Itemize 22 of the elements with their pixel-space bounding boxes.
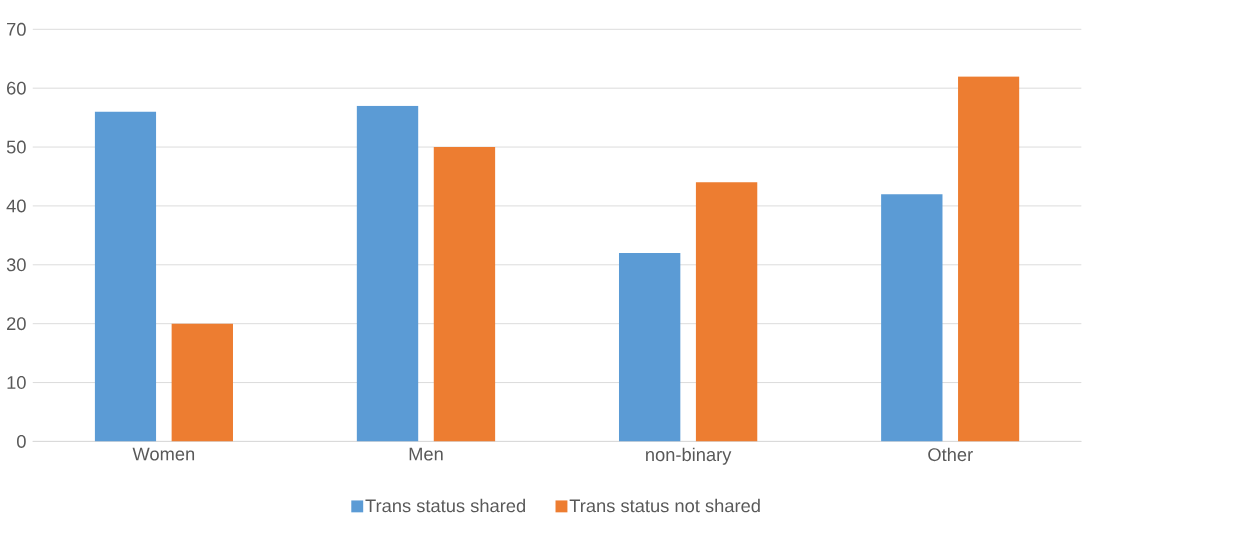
y-tick-label: 40 — [6, 199, 26, 213]
bar — [695, 182, 758, 442]
legend-label: Trans status shared — [365, 498, 526, 513]
bar — [433, 147, 496, 442]
y-tick-label: 70 — [7, 22, 26, 36]
bar — [618, 253, 681, 442]
y-tick-label: 60 — [7, 81, 26, 95]
x-tick-label: Men — [409, 447, 443, 461]
x-tick-label: Other — [928, 447, 973, 462]
y-tick-label: 0 — [17, 434, 26, 448]
x-tick-label: non-binary — [646, 447, 732, 465]
y-tick-label: 50 — [6, 140, 26, 154]
x-tick-label: Women — [132, 447, 195, 461]
y-tick-label: 30 — [6, 258, 26, 272]
bar — [94, 111, 157, 442]
legend-label: Trans status not shared — [569, 498, 760, 513]
y-tick-label: 20 — [7, 317, 26, 331]
bar — [171, 323, 233, 442]
bar — [356, 105, 419, 442]
y-tick-label: 10 — [7, 376, 26, 390]
bar — [958, 76, 1020, 442]
bar — [881, 194, 943, 442]
